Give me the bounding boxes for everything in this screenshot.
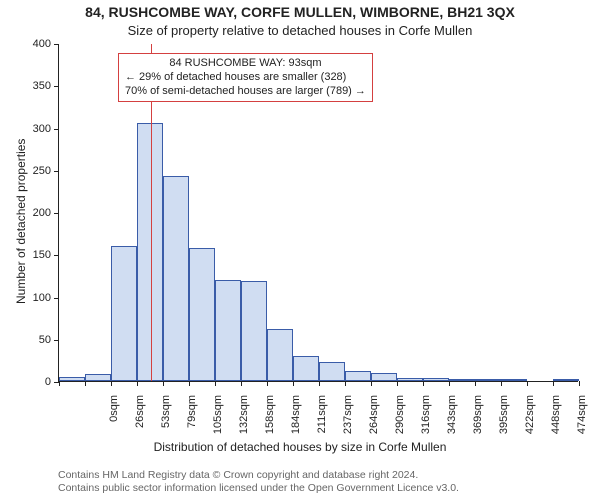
x-tick — [345, 381, 346, 386]
histogram-bar — [215, 280, 241, 381]
y-tick-label: 0 — [45, 376, 59, 388]
histogram-bar — [449, 379, 476, 381]
x-tick-label: 316sqm — [420, 395, 432, 445]
histogram-bar — [319, 362, 345, 381]
histogram-bar — [293, 356, 320, 381]
x-tick — [449, 381, 450, 386]
x-tick — [371, 381, 372, 386]
histogram-bar — [345, 371, 371, 381]
x-tick — [527, 381, 528, 386]
histogram-bar — [475, 379, 501, 381]
x-tick-label: 395sqm — [498, 395, 510, 445]
histogram-bar — [241, 281, 268, 381]
y-tick-label: 350 — [33, 80, 59, 92]
x-tick-label: 264sqm — [368, 395, 380, 445]
y-tick-label: 250 — [33, 165, 59, 177]
histogram-bar — [85, 374, 112, 381]
annotation-line: ← 29% of detached houses are smaller (32… — [125, 71, 366, 85]
x-tick-label: 79sqm — [186, 395, 198, 445]
histogram-bar — [189, 248, 215, 382]
x-tick-label: 369sqm — [472, 395, 484, 445]
x-tick — [553, 381, 554, 386]
x-tick-label: 343sqm — [446, 395, 458, 445]
x-tick — [111, 381, 112, 386]
footer-line-1: Contains HM Land Registry data © Crown c… — [58, 469, 600, 483]
x-tick-label: 184sqm — [290, 395, 302, 445]
histogram-bar — [59, 377, 85, 381]
x-tick — [397, 381, 398, 386]
x-tick-label: 105sqm — [212, 395, 224, 445]
histogram-bar — [371, 373, 398, 381]
x-tick-label: 53sqm — [160, 395, 172, 445]
x-tick — [267, 381, 268, 386]
x-tick — [189, 381, 190, 386]
x-tick-label: 290sqm — [394, 395, 406, 445]
x-tick-label: 237sqm — [342, 395, 354, 445]
histogram-bar — [501, 379, 527, 381]
x-tick — [423, 381, 424, 386]
histogram-bar — [267, 329, 293, 381]
annotation-line: 84 RUSHCOMBE WAY: 93sqm — [125, 57, 366, 71]
histogram-bar — [423, 378, 449, 381]
x-tick-label: 158sqm — [264, 395, 276, 445]
x-tick — [475, 381, 476, 386]
footer-line-2: Contains public sector information licen… — [58, 482, 600, 496]
x-tick — [319, 381, 320, 386]
x-axis-label: Distribution of detached houses by size … — [0, 440, 600, 454]
y-tick-label: 100 — [33, 292, 59, 304]
x-tick — [241, 381, 242, 386]
histogram-bar — [137, 123, 163, 381]
footer-attribution: Contains HM Land Registry data © Crown c… — [58, 469, 600, 496]
x-tick — [501, 381, 502, 386]
x-tick-label: 474sqm — [576, 395, 588, 445]
y-tick-label: 200 — [33, 207, 59, 219]
x-tick — [163, 381, 164, 386]
annotation-box: 84 RUSHCOMBE WAY: 93sqm← 29% of detached… — [118, 53, 373, 102]
histogram-bar — [553, 379, 579, 381]
chart-subtitle: Size of property relative to detached ho… — [0, 23, 600, 38]
x-tick-label: 211sqm — [316, 395, 328, 445]
x-tick-label: 448sqm — [550, 395, 562, 445]
y-tick-label: 150 — [33, 249, 59, 261]
annotation-line: 70% of semi-detached houses are larger (… — [125, 85, 366, 99]
address-title: 84, RUSHCOMBE WAY, CORFE MULLEN, WIMBORN… — [0, 4, 600, 20]
y-tick-label: 400 — [33, 38, 59, 50]
histogram-bar — [111, 246, 137, 381]
x-tick — [293, 381, 294, 386]
y-tick-label: 300 — [33, 123, 59, 135]
x-tick-label: 422sqm — [524, 395, 536, 445]
x-tick — [59, 381, 60, 386]
x-tick-label: 26sqm — [134, 395, 146, 445]
y-tick-label: 50 — [39, 334, 59, 346]
x-tick — [85, 381, 86, 386]
x-tick-label: 132sqm — [238, 395, 250, 445]
histogram-bar — [163, 176, 190, 381]
x-tick — [579, 381, 580, 386]
y-axis-label: Number of detached properties — [14, 139, 28, 304]
x-tick — [137, 381, 138, 386]
chart-container: 84, RUSHCOMBE WAY, CORFE MULLEN, WIMBORN… — [0, 0, 600, 500]
histogram-bar — [397, 378, 423, 381]
x-tick — [215, 381, 216, 386]
x-tick-label: 0sqm — [108, 395, 120, 445]
